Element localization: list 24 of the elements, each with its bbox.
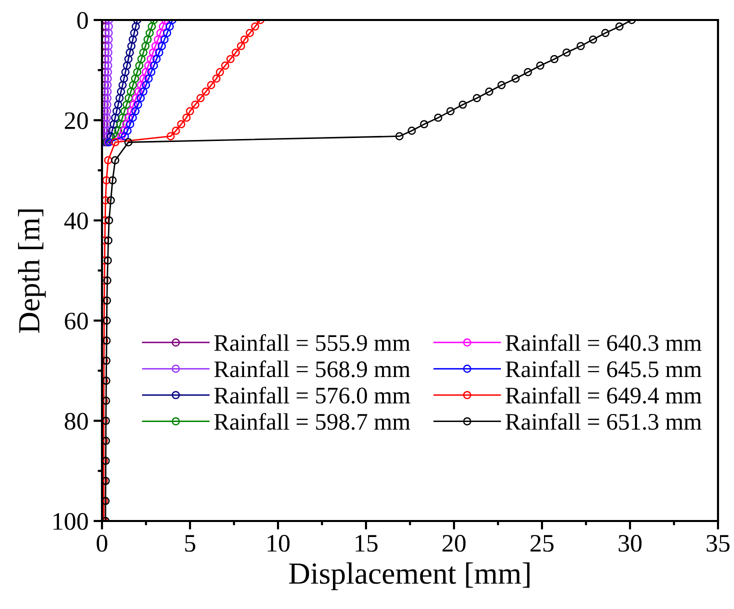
x-tick-label: 25 [530, 534, 554, 552]
x-tick-label: 5 [185, 535, 196, 552]
y-tick-label: 60 [64, 312, 88, 330]
y-tick-label: 0 [77, 12, 88, 29]
x-axis-title: Displacement [mm] [289, 562, 530, 590]
legend-label: Rainfall = 598.7 mm [214, 412, 410, 430]
legend-label: Rainfall = 640.3 mm [506, 334, 702, 352]
y-tick-label: 100 [54, 513, 88, 530]
y-tick-label: 20 [64, 112, 88, 130]
legend-label: Rainfall = 555.9 mm [214, 334, 410, 352]
legend-label: Rainfall = 568.9 mm [214, 360, 410, 378]
x-tick-label: 35 [706, 534, 730, 552]
y-axis-title: Depth [m] [18, 210, 46, 333]
x-tick-label: 10 [268, 534, 290, 552]
legend-label: Rainfall = 645.5 mm [506, 360, 702, 378]
y-tick-label: 80 [64, 412, 88, 430]
x-tick-label: 30 [618, 534, 642, 552]
legend-label: Rainfall = 651.3 mm [506, 412, 702, 430]
x-tick-label: 0 [96, 534, 108, 552]
x-tick-label: 20 [442, 534, 466, 552]
legend-label: Rainfall = 576.0 mm [214, 386, 410, 404]
legend-label: Rainfall = 649.4 mm [506, 386, 702, 404]
y-tick-label: 40 [64, 212, 88, 230]
x-tick-label: 15 [356, 535, 378, 552]
